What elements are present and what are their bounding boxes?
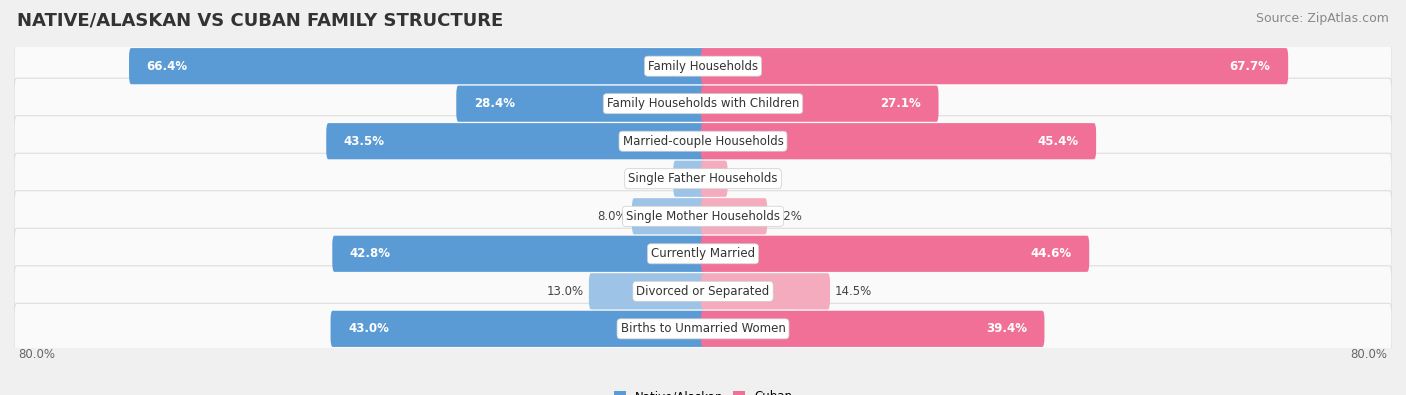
Text: Family Households: Family Households (648, 60, 758, 73)
Text: 42.8%: 42.8% (350, 247, 391, 260)
FancyBboxPatch shape (631, 198, 706, 234)
Text: 39.4%: 39.4% (986, 322, 1026, 335)
FancyBboxPatch shape (14, 153, 1392, 204)
Text: Currently Married: Currently Married (651, 247, 755, 260)
FancyBboxPatch shape (14, 78, 1392, 129)
Text: 13.0%: 13.0% (547, 285, 583, 298)
Text: 43.0%: 43.0% (349, 322, 389, 335)
FancyBboxPatch shape (700, 236, 1090, 272)
Text: Births to Unmarried Women: Births to Unmarried Women (620, 322, 786, 335)
FancyBboxPatch shape (589, 273, 706, 309)
FancyBboxPatch shape (14, 191, 1392, 242)
Text: Family Households with Children: Family Households with Children (607, 97, 799, 110)
Text: 28.4%: 28.4% (474, 97, 515, 110)
FancyBboxPatch shape (14, 266, 1392, 317)
FancyBboxPatch shape (326, 123, 706, 159)
Text: 67.7%: 67.7% (1230, 60, 1271, 73)
FancyBboxPatch shape (700, 86, 939, 122)
FancyBboxPatch shape (129, 48, 706, 84)
Text: 43.5%: 43.5% (344, 135, 385, 148)
Text: Single Father Households: Single Father Households (628, 172, 778, 185)
Text: 7.2%: 7.2% (772, 210, 801, 223)
FancyBboxPatch shape (14, 116, 1392, 167)
FancyBboxPatch shape (14, 41, 1392, 92)
Text: 2.6%: 2.6% (733, 172, 762, 185)
Text: 44.6%: 44.6% (1031, 247, 1071, 260)
Text: 66.4%: 66.4% (146, 60, 188, 73)
FancyBboxPatch shape (332, 236, 706, 272)
Text: Single Mother Households: Single Mother Households (626, 210, 780, 223)
Text: 14.5%: 14.5% (835, 285, 872, 298)
Text: 80.0%: 80.0% (18, 348, 55, 361)
FancyBboxPatch shape (700, 48, 1288, 84)
FancyBboxPatch shape (14, 228, 1392, 279)
Text: 45.4%: 45.4% (1038, 135, 1078, 148)
FancyBboxPatch shape (457, 86, 706, 122)
FancyBboxPatch shape (700, 198, 768, 234)
FancyBboxPatch shape (673, 161, 706, 197)
FancyBboxPatch shape (700, 161, 727, 197)
FancyBboxPatch shape (700, 311, 1045, 347)
Text: 3.2%: 3.2% (638, 172, 669, 185)
Text: NATIVE/ALASKAN VS CUBAN FAMILY STRUCTURE: NATIVE/ALASKAN VS CUBAN FAMILY STRUCTURE (17, 12, 503, 30)
FancyBboxPatch shape (700, 273, 830, 309)
FancyBboxPatch shape (14, 303, 1392, 354)
Text: Married-couple Households: Married-couple Households (623, 135, 783, 148)
Text: Divorced or Separated: Divorced or Separated (637, 285, 769, 298)
FancyBboxPatch shape (700, 123, 1097, 159)
Text: Source: ZipAtlas.com: Source: ZipAtlas.com (1256, 12, 1389, 25)
FancyBboxPatch shape (330, 311, 706, 347)
Text: 8.0%: 8.0% (598, 210, 627, 223)
Text: 80.0%: 80.0% (1351, 348, 1388, 361)
Legend: Native/Alaskan, Cuban: Native/Alaskan, Cuban (609, 385, 797, 395)
Text: 27.1%: 27.1% (880, 97, 921, 110)
